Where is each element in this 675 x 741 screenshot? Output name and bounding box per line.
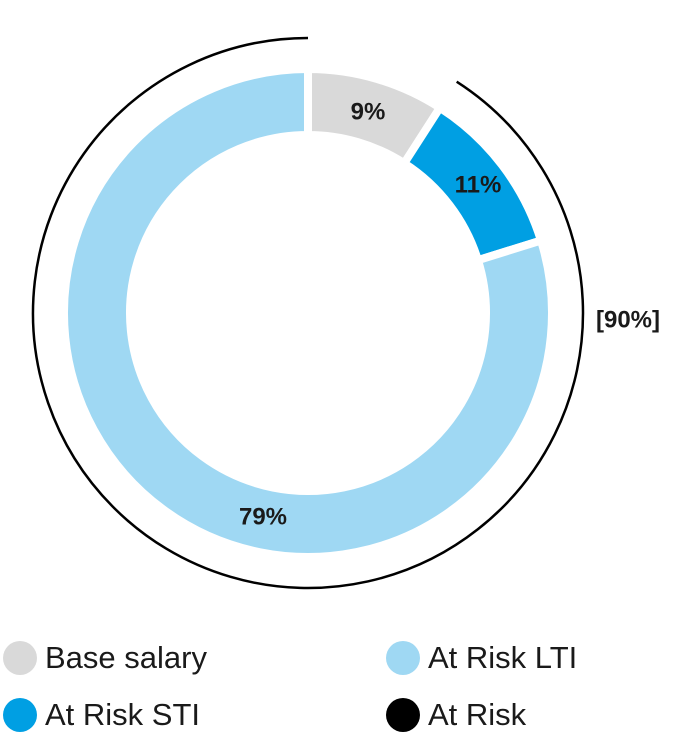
value-label: 11%	[455, 171, 502, 198]
legend-swatch	[3, 698, 37, 732]
outer-arc	[31, 36, 585, 590]
legend-label: At Risk	[428, 697, 527, 732]
outer-arc-label: [90%]	[596, 306, 660, 333]
legend-label: Base salary	[45, 640, 207, 675]
donut-segment	[60, 64, 556, 561]
legend-label: At Risk STI	[45, 697, 200, 732]
legend-swatch	[386, 698, 420, 732]
value-label: 79%	[239, 503, 287, 530]
legend-swatch	[386, 641, 420, 675]
value-label: 9%	[351, 98, 386, 125]
legend-label: At Risk LTI	[428, 640, 577, 675]
legend-swatch	[3, 641, 37, 675]
